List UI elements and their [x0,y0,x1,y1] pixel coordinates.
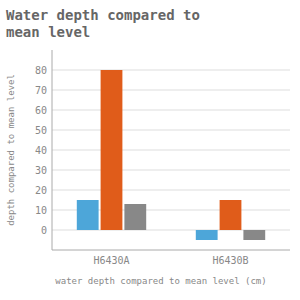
title-line: mean level [6,24,90,40]
title: Water depth compared tomean level [6,7,200,40]
bar [124,204,146,230]
y-axis-line [52,50,53,250]
y-tick-label: 80 [35,65,47,76]
title-line: Water depth compared to [6,7,200,23]
bar [196,230,218,240]
x-tick-label: H6430B [212,255,248,266]
grid [52,70,290,230]
chart: Water depth compared tomean level 0 10 20 30… [0,0,300,300]
grid-line [52,190,290,191]
y-tick-label: 10 [35,205,47,216]
grid-line [52,70,290,71]
y-tick-label: 20 [35,185,47,196]
bar [243,230,265,240]
y-tick-label: 40 [35,145,47,156]
page: {"chart_data": {"type": "bar", "title": … [0,0,300,300]
grid-line [52,110,290,111]
bar [101,70,123,230]
y-tick-label: 0 [41,225,47,236]
y-tick-label: 70 [35,85,47,96]
bar [77,200,99,230]
grid-line [52,90,290,91]
x-axis-line [52,250,290,251]
bars [77,70,265,240]
bar [220,200,242,230]
x-tick-label: H6430A [93,255,129,266]
y-tick-label: 30 [35,165,47,176]
y-tick-label: 50 [35,125,47,136]
y-axis-label: depth compared to mean level [6,74,16,226]
x-axis-label: water depth compared to mean level (cm) [55,276,266,286]
grid-line [52,150,290,151]
grid-line [52,170,290,171]
grid-line [52,130,290,131]
y-tick-label: 60 [35,105,47,116]
